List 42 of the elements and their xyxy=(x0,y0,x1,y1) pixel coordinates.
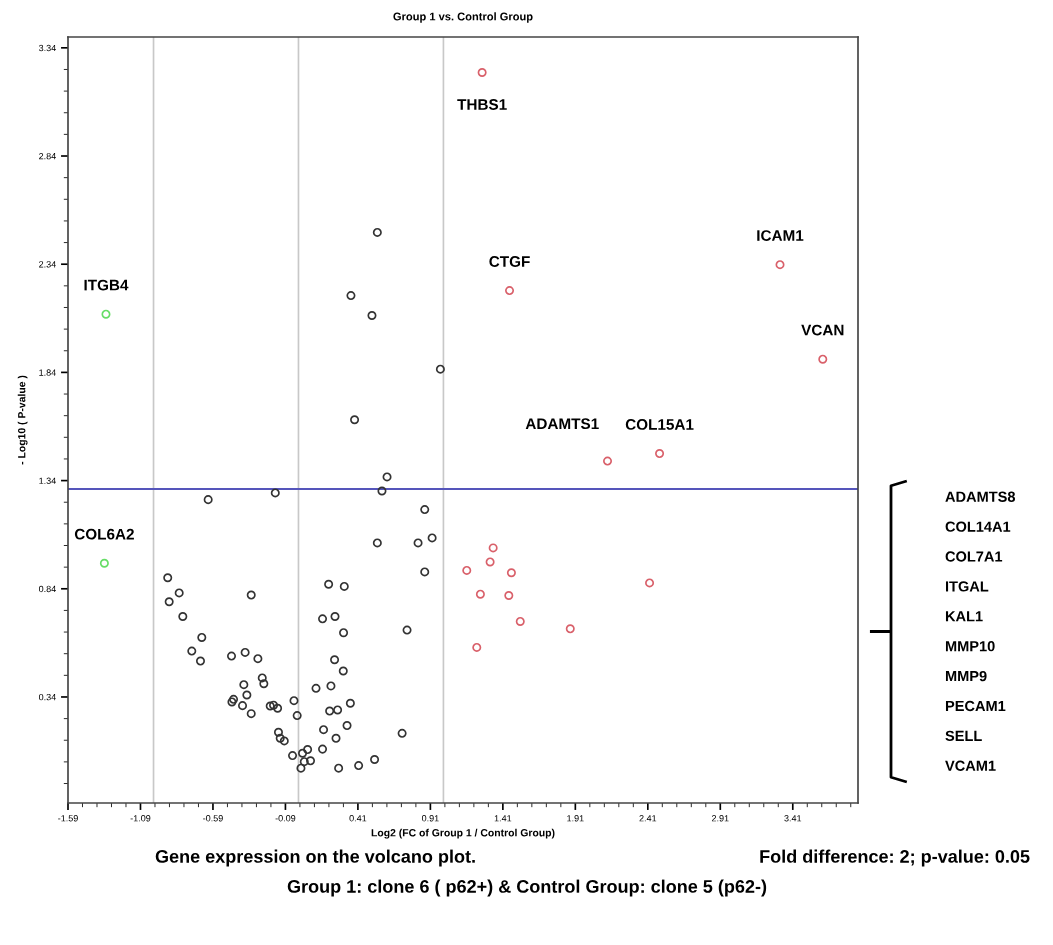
annotation: COL15A1 xyxy=(625,419,694,430)
y-tick-label: 3.34 xyxy=(38,44,56,52)
annotation: ADAMTS1 xyxy=(525,418,599,430)
text: Group 1: clone 6 ( p62+) & Control Group: clone 5 (p62-) xyxy=(287,879,767,897)
y-tick-label: 2.34 xyxy=(39,261,56,268)
y-tick-label: 0.84 xyxy=(38,585,56,593)
x-tick-label: -1.09 xyxy=(130,815,151,822)
annotation: ITGB4 xyxy=(84,279,129,291)
x-axis-title: Log2 (FC of Group 1 / Control Group) xyxy=(371,828,555,839)
text: ITGAL xyxy=(945,581,989,592)
text: COL14A1 xyxy=(945,521,1011,532)
annotation: CTGF xyxy=(489,256,530,267)
x-tick-label: 2.91 xyxy=(711,815,729,822)
text: PECAM1 xyxy=(945,700,1006,712)
text: ADAMTS8 xyxy=(945,491,1016,502)
text: COL7A1 xyxy=(945,551,1003,562)
y-tick-label: 1.84 xyxy=(39,369,56,376)
y-axis-title: - Log10 ( P-value ) xyxy=(17,375,28,465)
x-tick-label: 3.41 xyxy=(784,815,802,822)
text: Fold difference: 2; p-value: 0.05 xyxy=(760,849,1030,867)
x-tick-label: 0.91 xyxy=(421,815,439,822)
annotation: VCAN xyxy=(801,324,844,336)
text: VCAM1 xyxy=(945,760,996,771)
x-tick-label: 1.91 xyxy=(567,815,584,822)
chart-title: Group 1 vs. Control Group xyxy=(393,12,533,23)
text: MMP10 xyxy=(945,641,995,652)
y-tick-label: 1.34 xyxy=(39,477,56,484)
y-tick-label: 0.34 xyxy=(38,693,56,701)
x-tick-label: 1.41 xyxy=(494,815,512,822)
x-tick-label: -1.59 xyxy=(58,815,78,822)
text: KAL1 xyxy=(945,611,983,622)
text: Gene expression on the volcano plot. xyxy=(155,849,475,867)
x-tick-label: 2.41 xyxy=(639,815,657,822)
x-tick-label: -0.59 xyxy=(203,815,223,822)
annotation: ICAM1 xyxy=(757,230,804,241)
annotation: COL6A2 xyxy=(74,528,134,540)
text: SELL xyxy=(945,730,982,742)
annotation: THBS1 xyxy=(457,99,507,110)
y-tick-label: 2.84 xyxy=(39,152,56,160)
x-tick-label: 0.41 xyxy=(349,815,367,822)
text: MMP9 xyxy=(945,670,987,682)
x-tick-label: -0.09 xyxy=(275,815,296,822)
